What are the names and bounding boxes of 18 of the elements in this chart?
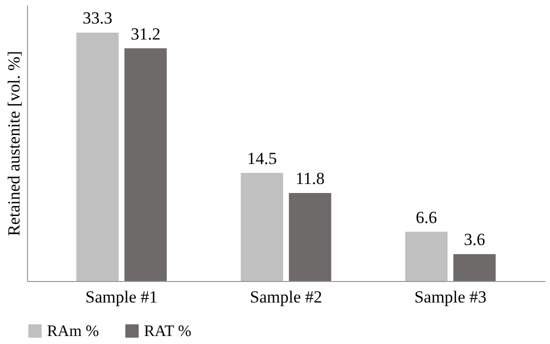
bar: [288, 192, 332, 281]
bar: [405, 232, 448, 281]
data-label: 33.3: [82, 8, 112, 28]
data-label: 11.8: [295, 168, 325, 188]
bar: [124, 48, 167, 281]
bar: [76, 32, 119, 281]
x-tick-label: Sample #2: [250, 288, 322, 306]
data-label: 14.5: [247, 148, 277, 168]
legend-label: RAm %: [47, 323, 99, 340]
bar: [240, 172, 284, 281]
legend-label: RAT %: [144, 323, 192, 340]
x-tick-label: Sample #1: [85, 288, 158, 306]
x-tick-label: Sample #3: [414, 288, 487, 306]
y-axis-title: Retained austenite [vol. %]: [4, 50, 24, 236]
data-label: 6.6: [416, 208, 438, 227]
bar: [453, 254, 496, 281]
data-label: 3.6: [464, 230, 486, 250]
data-label: 31.2: [130, 24, 160, 44]
